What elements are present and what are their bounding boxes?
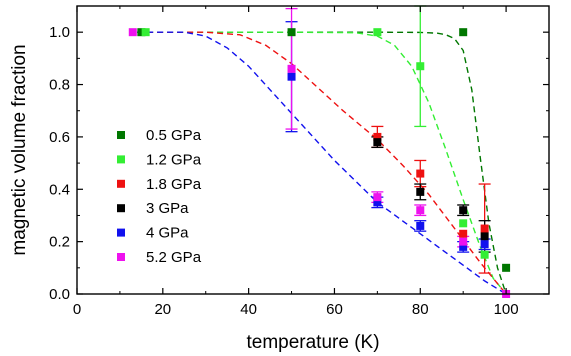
data-point — [137, 28, 146, 37]
axis-ticks — [76, 5, 549, 295]
fit-curves — [137, 31, 507, 295]
y-axis-title: magnetic volume fraction — [9, 44, 30, 255]
y-tick-label: 0.0 — [49, 286, 70, 303]
x-tick-label: 60 — [326, 301, 343, 318]
y-tick-labels: 0.0 0.2 0.4 0.6 0.8 1.0 — [49, 24, 70, 303]
legend: 0.5 GPa 1.2 GPa 1.8 GPa 3 GPa 4 GPa 5.2 GPa — [117, 127, 202, 266]
data-point — [141, 28, 150, 37]
data-point — [373, 138, 382, 147]
data-point — [287, 28, 296, 37]
y-tick-label: 1.0 — [49, 24, 70, 41]
legend-marker — [117, 228, 125, 237]
legend-label: 4 GPa — [146, 225, 189, 242]
fit-curve — [137, 31, 507, 295]
data-point — [373, 198, 382, 207]
x-tick-label: 80 — [412, 301, 429, 318]
data-point — [459, 206, 468, 215]
data-point — [373, 132, 382, 141]
data-point — [416, 62, 425, 71]
data-point — [459, 242, 468, 251]
data-point — [459, 237, 468, 246]
data-point — [416, 187, 425, 196]
legend-label: 0.5 GPa — [146, 127, 202, 144]
data-point — [459, 28, 468, 37]
legend-marker — [117, 179, 125, 188]
x-tick-label: 40 — [240, 301, 257, 318]
legend-label: 1.2 GPa — [146, 151, 202, 168]
legend-label: 5.2 GPa — [146, 249, 202, 266]
data-point — [373, 28, 382, 37]
data-point — [128, 28, 137, 37]
data-point — [502, 263, 511, 272]
x-tick-label: 0 — [73, 301, 81, 318]
plot-frame — [76, 5, 550, 295]
x-axis-title: temperature (K) — [246, 332, 379, 353]
x-tick-label: 20 — [154, 301, 171, 318]
legend-marker — [117, 131, 125, 139]
fit-curve — [137, 31, 507, 295]
data-points — [128, 28, 511, 298]
data-point — [459, 229, 468, 238]
data-point — [480, 240, 489, 249]
legend-label: 1.8 GPa — [146, 176, 202, 193]
data-point — [287, 72, 296, 81]
x-tick-labels: 0 20 40 60 80 100 — [73, 301, 519, 318]
legend-marker — [117, 253, 125, 261]
x-tick-label: 100 — [494, 301, 519, 318]
fit-curve — [137, 31, 507, 295]
legend-marker — [117, 155, 125, 164]
y-tick-label: 0.2 — [49, 234, 70, 251]
data-point — [373, 193, 382, 202]
data-point — [459, 219, 468, 228]
legend-marker — [117, 204, 125, 213]
y-tick-label: 0.8 — [49, 77, 70, 94]
data-point — [416, 169, 425, 178]
data-point — [480, 224, 489, 233]
data-point — [416, 206, 425, 215]
data-point — [480, 250, 489, 259]
data-point — [287, 64, 296, 73]
legend-label: 3 GPa — [146, 200, 189, 217]
data-point — [480, 232, 489, 241]
y-tick-label: 0.6 — [49, 129, 70, 146]
data-point — [416, 221, 425, 230]
y-tick-label: 0.4 — [49, 181, 70, 198]
